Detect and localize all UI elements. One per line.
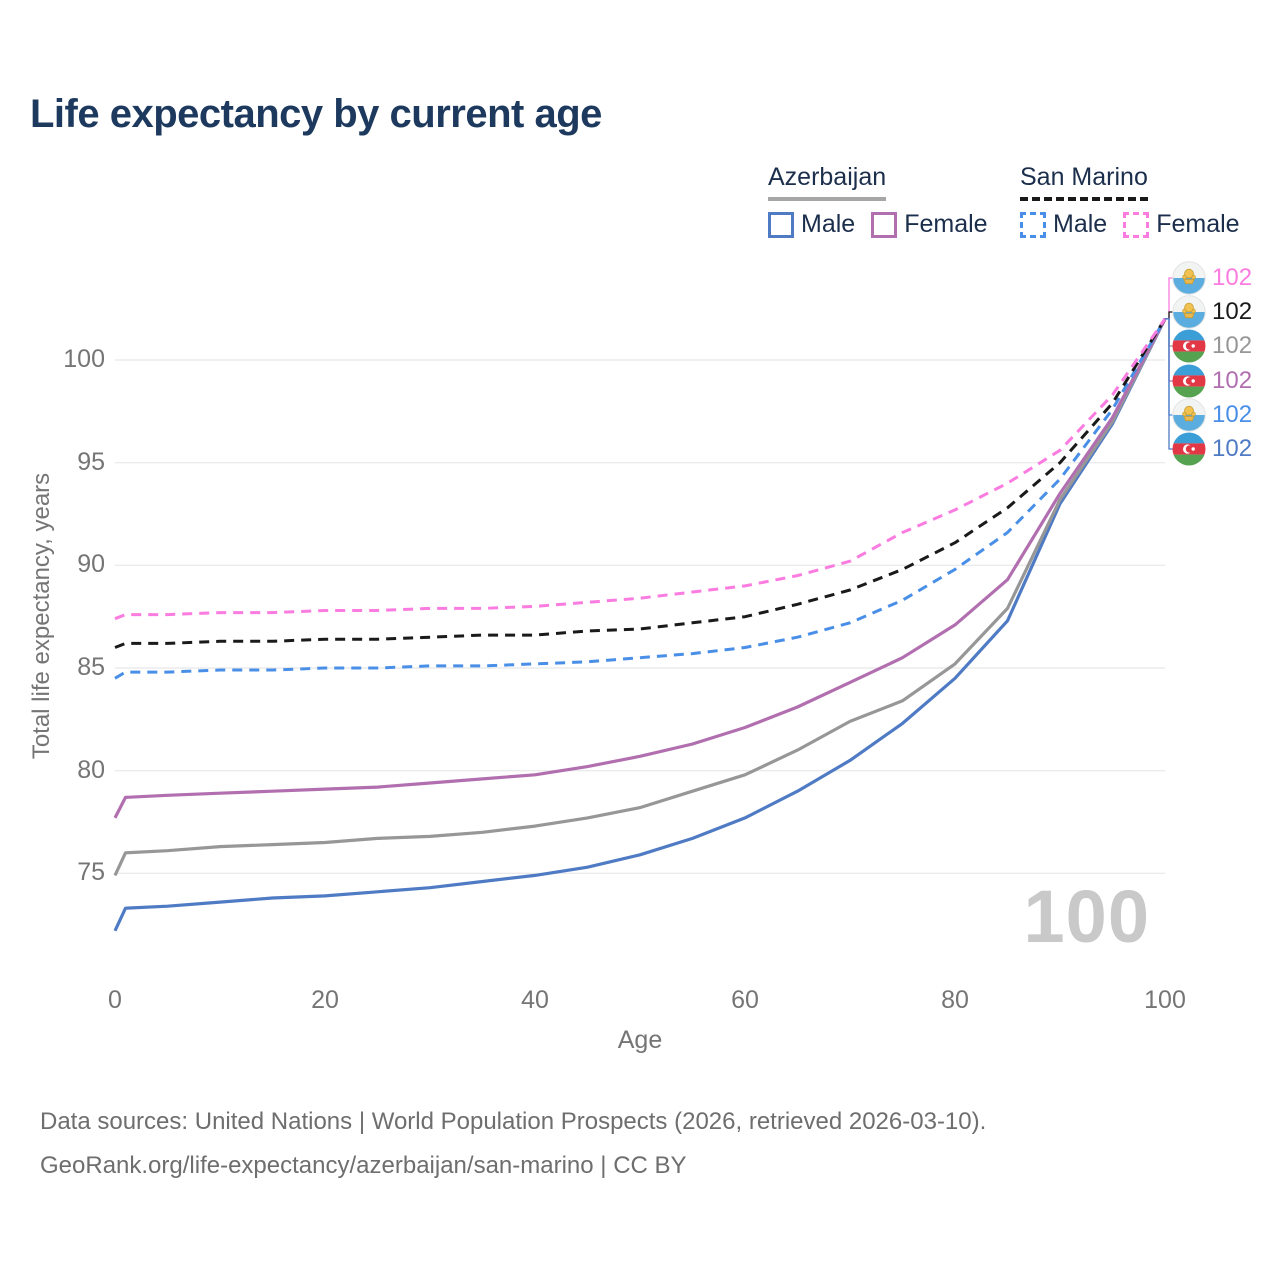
azerbaijan-female-swatch-icon	[871, 211, 898, 238]
y-axis-title: Total life expectancy, years	[28, 472, 55, 760]
age-watermark: 100	[1023, 875, 1150, 958]
series-line-sm-total	[114, 318, 1167, 649]
azerbaijan-male-swatch-icon	[768, 211, 794, 238]
legend-item-san-marino-female: Female	[1123, 210, 1240, 239]
y-tick-label: 95	[77, 447, 105, 476]
end-label-value: 102	[1212, 332, 1253, 359]
legend-item-azerbaijan-female: Female	[871, 210, 988, 239]
x-tick-label: 60	[731, 986, 759, 1014]
san-marino-flag-icon	[1172, 295, 1206, 329]
series-line-az-male	[113, 318, 1167, 932]
end-label-value: 102	[1212, 298, 1253, 325]
azerbaijan-flag-icon	[1172, 432, 1206, 466]
legend-item-label: Male	[1053, 210, 1108, 238]
san-marino-male-swatch-icon	[1020, 211, 1046, 238]
chart-footer: Data sources: United Nations | World Pop…	[40, 1108, 986, 1196]
end-label-value: 102	[1212, 367, 1253, 394]
end-label-az-total: 102	[1172, 329, 1252, 363]
legend-item-label: Male	[801, 210, 856, 238]
legend-item-label: Female	[1156, 210, 1240, 238]
legend-group-san-marino: San Marino Male Female	[1020, 163, 1240, 239]
footer-attribution: GeoRank.org/life-expectancy/azerbaijan/s…	[40, 1152, 687, 1179]
x-tick-label: 100	[1144, 986, 1186, 1014]
end-label-sm-male: 102	[1172, 398, 1252, 432]
legend-group-azerbaijan: Azerbaijan Male Female	[768, 163, 988, 239]
y-tick-label: 90	[77, 550, 105, 579]
legend-item-san-marino-male: Male	[1020, 210, 1107, 239]
end-label-sm-total: 102	[1172, 295, 1252, 329]
x-tick-label: 80	[941, 986, 969, 1014]
end-label-value: 102	[1212, 435, 1253, 462]
footer-sources: Data sources: United Nations | World Pop…	[40, 1108, 987, 1135]
legend-header-azerbaijan: Azerbaijan	[768, 163, 887, 201]
series-line-az-total	[113, 318, 1167, 877]
end-label-sm-female: 102	[1172, 261, 1252, 295]
series-line-az-female	[113, 318, 1167, 819]
chart-title: Life expectancy by current age	[30, 92, 602, 136]
legend-item-label: Female	[904, 210, 988, 238]
end-label-value: 102	[1212, 264, 1253, 291]
x-axis-title: Age	[617, 1026, 663, 1054]
end-label-az-female: 102	[1172, 364, 1252, 398]
azerbaijan-flag-icon	[1172, 329, 1206, 363]
end-label-az-male: 102	[1172, 432, 1252, 466]
x-tick-label: 0	[108, 986, 122, 1014]
legend-header-san-marino: San Marino	[1020, 163, 1148, 201]
x-tick-label: 40	[521, 986, 549, 1014]
san-marino-flag-icon	[1172, 261, 1206, 295]
y-tick-label: 100	[63, 345, 105, 373]
y-tick-label: 75	[77, 858, 105, 887]
azerbaijan-flag-icon	[1172, 364, 1206, 398]
san-marino-female-swatch-icon	[1123, 211, 1150, 238]
san-marino-flag-icon	[1172, 398, 1206, 432]
y-tick-label: 85	[77, 652, 105, 681]
end-label-value: 102	[1212, 401, 1253, 428]
legend-item-azerbaijan-male: Male	[768, 210, 855, 239]
x-tick-label: 20	[311, 986, 339, 1014]
series-line-sm-female	[114, 318, 1167, 621]
y-tick-label: 80	[77, 755, 105, 784]
series-line-sm-male	[114, 318, 1167, 680]
